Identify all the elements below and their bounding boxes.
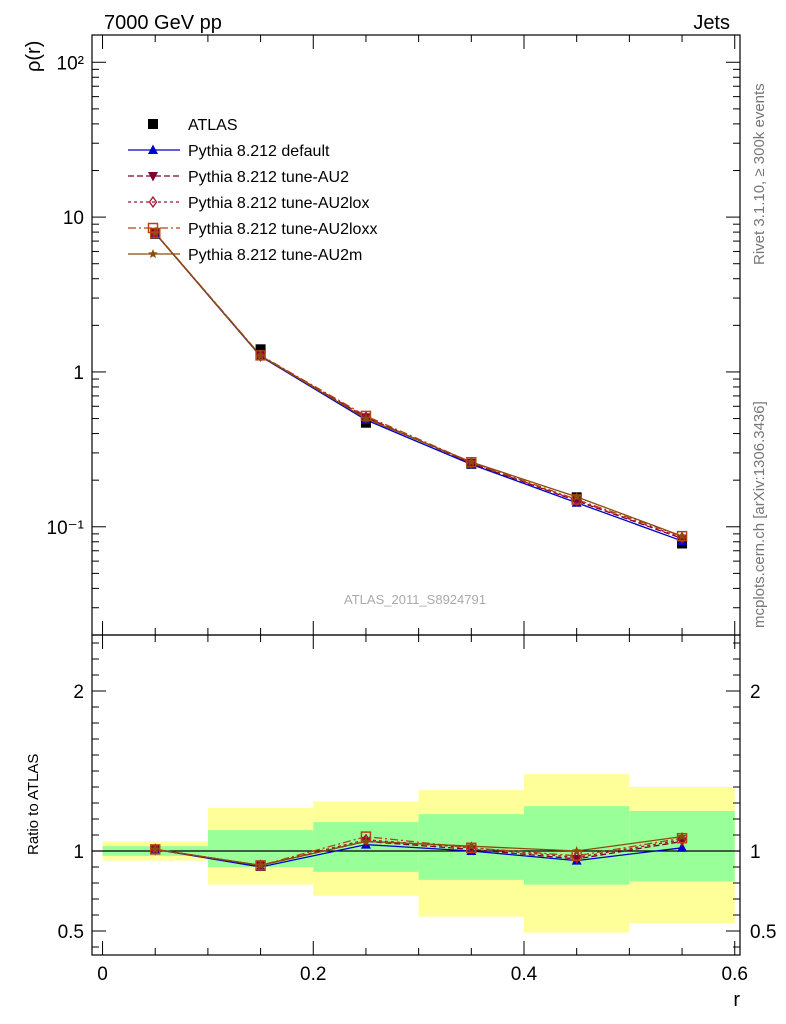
- ratio-line-au2: [155, 840, 683, 867]
- ratio-ylabel: Ratio to ATLAS: [25, 754, 42, 855]
- main-point-au2m-3: [466, 457, 477, 467]
- ratio-xlabel: r: [733, 989, 740, 1011]
- ratio-point-default-5: [677, 842, 688, 852]
- ratio-line-au2m: [155, 835, 683, 867]
- band-inner-4: [524, 806, 630, 885]
- ratio-point-au2m-2: [361, 836, 371, 846]
- mcplots-label: mcplots.cern.ch [arXiv:1306.3436]: [751, 401, 768, 628]
- main-ylabel: ρ(r): [23, 41, 45, 72]
- ratio-line-au2lox: [155, 839, 683, 867]
- ratio-point-au2-3: [466, 845, 477, 855]
- main-point-au2m-5: [677, 531, 687, 541]
- ratio-frame: [91, 634, 741, 956]
- ratio-point-au2m-0: [150, 844, 160, 854]
- ratio-ytick-label: 2: [73, 682, 84, 703]
- legend-marker-atlas: [148, 119, 158, 129]
- header-right: Jets: [693, 12, 730, 34]
- main-series-group: [149, 227, 688, 549]
- ratio-xtick-label: 0.6: [722, 964, 748, 985]
- ratio-point-au2m-3: [466, 841, 477, 851]
- legend-marker-au2m: [148, 249, 158, 259]
- legend-label-au2: Pythia 8.212 tune-AU2: [188, 169, 349, 186]
- ratio-line-default: [155, 843, 683, 868]
- ratio-point-au2m-4: [571, 846, 582, 856]
- header-left: 7000 GeV pp: [104, 12, 222, 34]
- ratio-xtick-label: 0.4: [511, 964, 538, 985]
- ratio-ytick-label-right: 2: [750, 682, 761, 703]
- legend: ATLAS Pythia 8.212 default Pythia 8.212 tu…: [128, 117, 377, 264]
- legend-label-au2loxx: Pythia 8.212 tune-AU2loxx: [188, 221, 377, 238]
- analysis-watermark: ATLAS_2011_S8924791: [344, 592, 486, 607]
- ratio-ytick-label-right: 0.5: [750, 922, 776, 943]
- ratio-ytick-label: 1: [73, 842, 84, 863]
- main-line-default: [154, 232, 683, 542]
- ratio-line-au2loxx: [155, 835, 683, 867]
- legend-label-atlas: ATLAS: [188, 117, 238, 134]
- main-line-au2: [154, 232, 683, 540]
- ratio-point-au2lox-4: [572, 851, 581, 864]
- ratio-point-au2lox-2: [361, 833, 371, 846]
- main-line-au2m: [154, 232, 683, 537]
- ratio-series-group: [149, 831, 688, 872]
- legend-label-au2m: Pythia 8.212 tune-AU2m: [188, 247, 362, 264]
- ratio-xtick-label: 0: [97, 964, 108, 985]
- main-point-au2m-1: [255, 350, 266, 360]
- main-ytick-label: 10: [63, 208, 84, 229]
- main-point-au2m-4: [571, 491, 582, 501]
- legend-marker-au2lox: [148, 195, 158, 209]
- main-ytick-label: 1: [73, 363, 84, 384]
- ratio-ytick-label: 0.5: [58, 922, 84, 943]
- main-ytick-label: 10²: [57, 53, 84, 74]
- ratio-point-au2m-1: [255, 860, 266, 870]
- main-line-au2loxx: [154, 232, 683, 537]
- ratio-point-au2m-5: [677, 831, 687, 841]
- ratio-xtick-label: 0.2: [300, 964, 326, 985]
- main-ytick-label: 10⁻¹: [47, 518, 85, 539]
- main-point-au2m-2: [361, 413, 371, 423]
- main-line-au2lox: [154, 232, 683, 539]
- legend-marker-au2loxx: [147, 222, 159, 234]
- main-point-au2loxx-1: [255, 350, 266, 361]
- legend-marker-au2: [148, 172, 158, 182]
- ratio-ytick-label-right: 1: [750, 842, 761, 863]
- ratio-point-au2lox-5: [677, 833, 687, 846]
- rivet-label: Rivet 3.1.10, ≥ 300k events: [751, 83, 768, 265]
- legend-marker-default: [148, 144, 158, 154]
- main-point-atlas-1: [255, 344, 266, 355]
- ratio-uncertainty-bands: [92, 774, 740, 933]
- legend-label-default: Pythia 8.212 default: [188, 143, 330, 160]
- main-point-au2lox-2: [361, 411, 371, 424]
- legend-label-au2lox: Pythia 8.212 tune-AU2lox: [188, 195, 369, 212]
